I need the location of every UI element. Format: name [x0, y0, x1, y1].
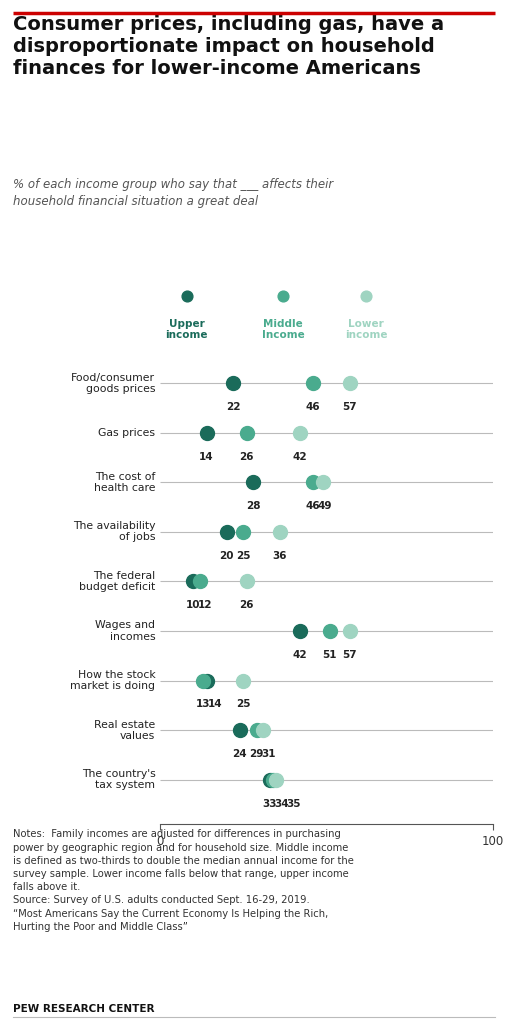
Text: The country's
tax system: The country's tax system [82, 769, 155, 791]
Text: 49: 49 [318, 501, 332, 511]
Text: PEW RESEARCH CENTER: PEW RESEARCH CENTER [13, 1004, 154, 1014]
Text: Real estate
values: Real estate values [94, 720, 155, 740]
Text: 22: 22 [226, 402, 240, 412]
Text: Notes:  Family incomes are adjusted for differences in purchasing
power by geogr: Notes: Family incomes are adjusted for d… [13, 829, 354, 932]
Text: 57: 57 [342, 402, 357, 412]
Point [345, 375, 354, 391]
Text: 24: 24 [233, 749, 247, 759]
Text: 42: 42 [293, 452, 307, 462]
Point [239, 523, 247, 540]
Text: 51: 51 [323, 650, 337, 659]
Point [236, 722, 244, 738]
Point [319, 474, 327, 490]
Point [182, 288, 190, 304]
Point [362, 288, 370, 304]
Text: Food/consumer
goods prices: Food/consumer goods prices [71, 373, 155, 394]
Text: 57: 57 [342, 650, 357, 659]
Point [269, 771, 277, 787]
Point [223, 523, 231, 540]
Point [326, 623, 334, 639]
Text: 35: 35 [286, 799, 300, 809]
Text: 36: 36 [273, 551, 287, 561]
Text: 14: 14 [199, 452, 214, 462]
Text: 13: 13 [196, 699, 210, 710]
Point [249, 474, 257, 490]
Point [296, 425, 304, 441]
Point [242, 425, 250, 441]
Point [196, 573, 204, 590]
Point [266, 771, 274, 787]
Text: The cost of
health care: The cost of health care [94, 472, 155, 493]
Text: The availability
of jobs: The availability of jobs [73, 521, 155, 543]
Point [259, 722, 267, 738]
Text: 25: 25 [236, 699, 250, 710]
Point [276, 523, 284, 540]
Point [272, 771, 280, 787]
Point [239, 673, 247, 689]
Text: Wages and
incomes: Wages and incomes [96, 621, 155, 642]
Text: 26: 26 [239, 600, 254, 610]
Text: 20: 20 [219, 551, 234, 561]
Point [203, 673, 211, 689]
Text: 28: 28 [246, 501, 261, 511]
Text: 34: 34 [274, 799, 289, 809]
Text: Middle
Income: Middle Income [262, 318, 304, 340]
Text: 29: 29 [249, 749, 264, 759]
Point [279, 288, 287, 304]
Text: 25: 25 [236, 551, 250, 561]
Text: 33: 33 [263, 799, 277, 809]
Text: 14: 14 [208, 699, 222, 710]
Point [189, 573, 197, 590]
Text: 42: 42 [293, 650, 307, 659]
Text: % of each income group who say that ___ affects their
household financial situat: % of each income group who say that ___ … [13, 178, 333, 208]
Point [309, 474, 317, 490]
Point [296, 623, 304, 639]
Text: 46: 46 [306, 501, 321, 511]
Text: 26: 26 [239, 452, 254, 462]
Text: Lower
income: Lower income [345, 318, 388, 340]
Text: Consumer prices, including gas, have a
disproportionate impact on household
fina: Consumer prices, including gas, have a d… [13, 15, 444, 79]
Text: 31: 31 [261, 749, 275, 759]
Point [252, 722, 261, 738]
Text: How the stock
market is doing: How the stock market is doing [71, 670, 155, 691]
Point [199, 673, 207, 689]
Text: Upper
income: Upper income [166, 318, 208, 340]
Point [345, 623, 354, 639]
Text: 10: 10 [186, 600, 201, 610]
Point [309, 375, 317, 391]
Text: The federal
budget deficit: The federal budget deficit [79, 570, 155, 592]
Text: Gas prices: Gas prices [99, 428, 155, 437]
Text: 12: 12 [198, 600, 212, 610]
Text: 46: 46 [306, 402, 321, 412]
Point [203, 425, 211, 441]
Point [229, 375, 237, 391]
Point [242, 573, 250, 590]
